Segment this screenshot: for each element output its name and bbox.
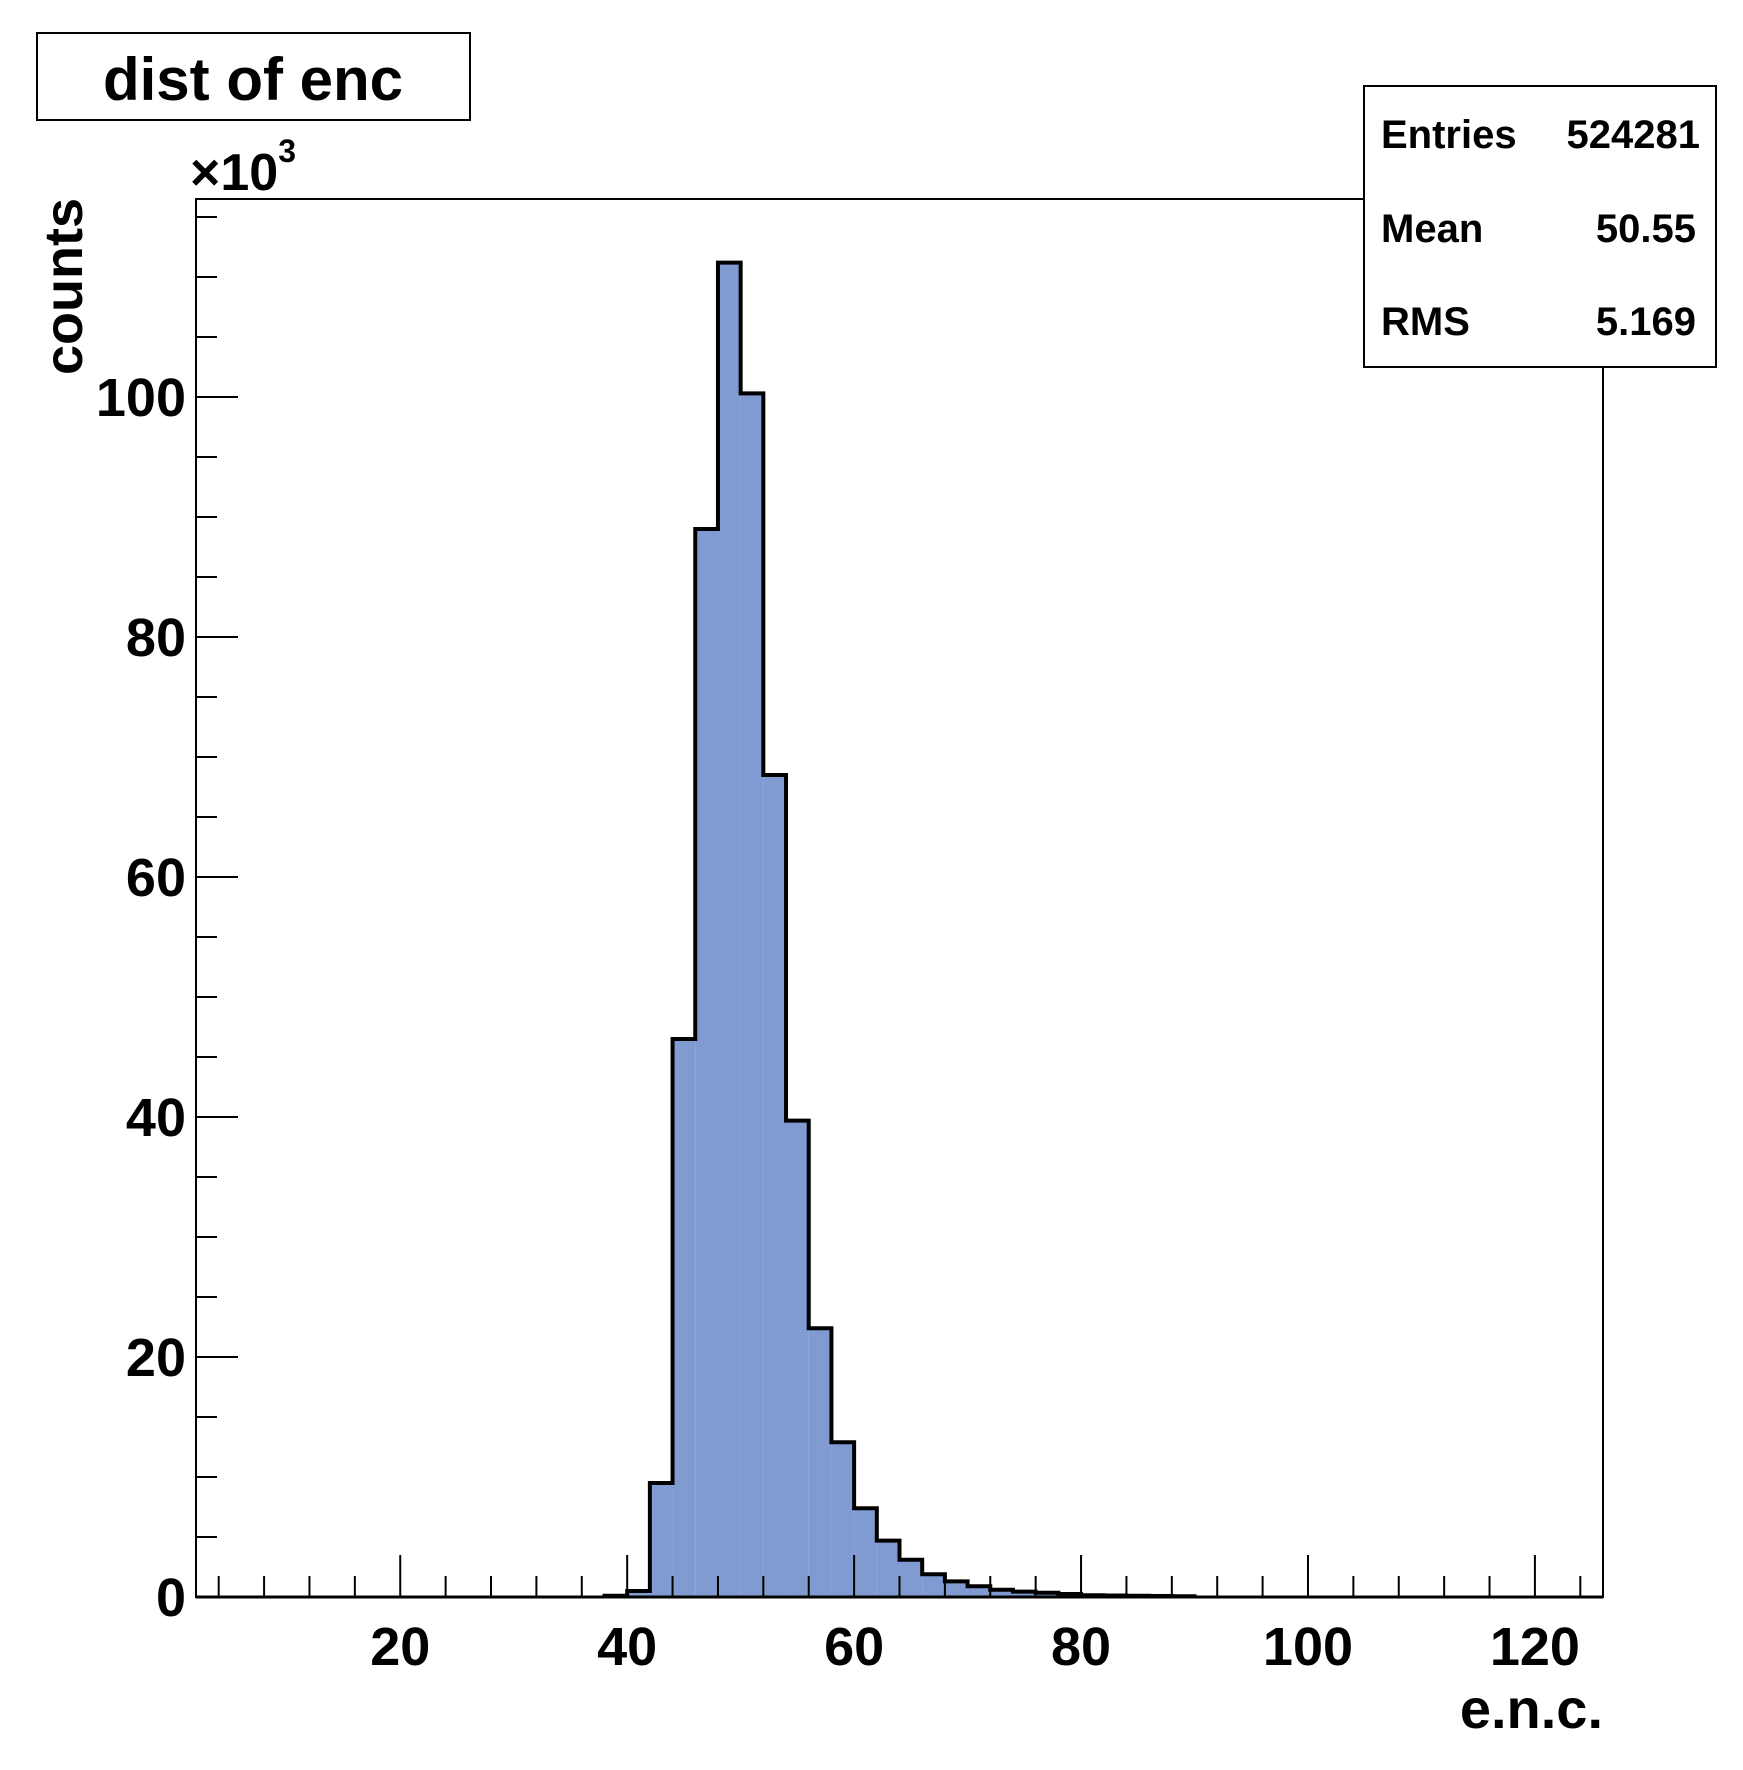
y-tick-label: 0 xyxy=(156,1568,186,1628)
histogram-bar xyxy=(944,1581,968,1597)
stats-rms-value: 5.169 xyxy=(1596,300,1696,344)
y-tick-label: 20 xyxy=(126,1328,186,1388)
x-tick-label: 100 xyxy=(1263,1617,1353,1677)
x-axis-ticks: 20 40 60 80 100 120 xyxy=(196,1555,1603,1677)
y-axis-ticks: 0 20 40 60 80 100 xyxy=(96,216,238,1628)
histogram-bar xyxy=(967,1586,991,1597)
histogram-bar xyxy=(922,1574,945,1597)
y-tick-label: 100 xyxy=(96,368,186,428)
x-tick-label: 60 xyxy=(824,1617,884,1677)
stats-rms-label: RMS xyxy=(1381,300,1470,344)
x-tick-label: 40 xyxy=(597,1617,657,1677)
histogram-bar xyxy=(695,529,718,1597)
histogram-bar xyxy=(717,262,741,1598)
histogram-bar xyxy=(808,1328,832,1597)
histogram-bar xyxy=(990,1589,1013,1597)
title-box: dist of enc xyxy=(36,32,471,121)
stats-mean-value: 50.55 xyxy=(1596,207,1696,251)
plot-frame xyxy=(195,198,1604,1598)
histogram-bar xyxy=(649,1483,673,1597)
histogram-bar xyxy=(740,393,764,1597)
histogram-bar xyxy=(876,1540,900,1597)
histogram-bar xyxy=(854,1508,877,1597)
y-tick-label: 40 xyxy=(126,1088,186,1148)
stats-box: Entries 524281 Mean 50.55 RMS 5.169 xyxy=(1363,85,1717,368)
y-tick-label: 60 xyxy=(126,848,186,908)
histogram-bar xyxy=(786,1120,809,1597)
chart-title: dist of enc xyxy=(103,46,403,113)
histogram-bar xyxy=(672,1039,696,1597)
y-multiplier-label: ×103 xyxy=(190,133,296,202)
y-tick-label: 80 xyxy=(126,608,186,668)
histogram-bar xyxy=(899,1559,923,1597)
histogram-bar xyxy=(831,1442,855,1597)
x-tick-label: 20 xyxy=(370,1617,430,1677)
histogram-bar xyxy=(763,775,787,1597)
histogram-outline xyxy=(602,260,1197,1599)
y-axis-label: counts xyxy=(34,198,94,375)
histogram-bar xyxy=(1035,1592,1059,1597)
x-tick-label: 80 xyxy=(1051,1617,1111,1677)
stats-entries-label: Entries xyxy=(1381,113,1517,157)
histogram-bar xyxy=(1012,1591,1036,1597)
histogram-bars xyxy=(604,262,1195,1598)
histogram-bar xyxy=(627,1591,650,1597)
x-tick-label: 120 xyxy=(1490,1617,1580,1677)
stats-entries-value: 524281 xyxy=(1567,113,1700,157)
stats-mean-label: Mean xyxy=(1381,207,1483,251)
x-axis-label: e.n.c. xyxy=(1460,1677,1603,1740)
